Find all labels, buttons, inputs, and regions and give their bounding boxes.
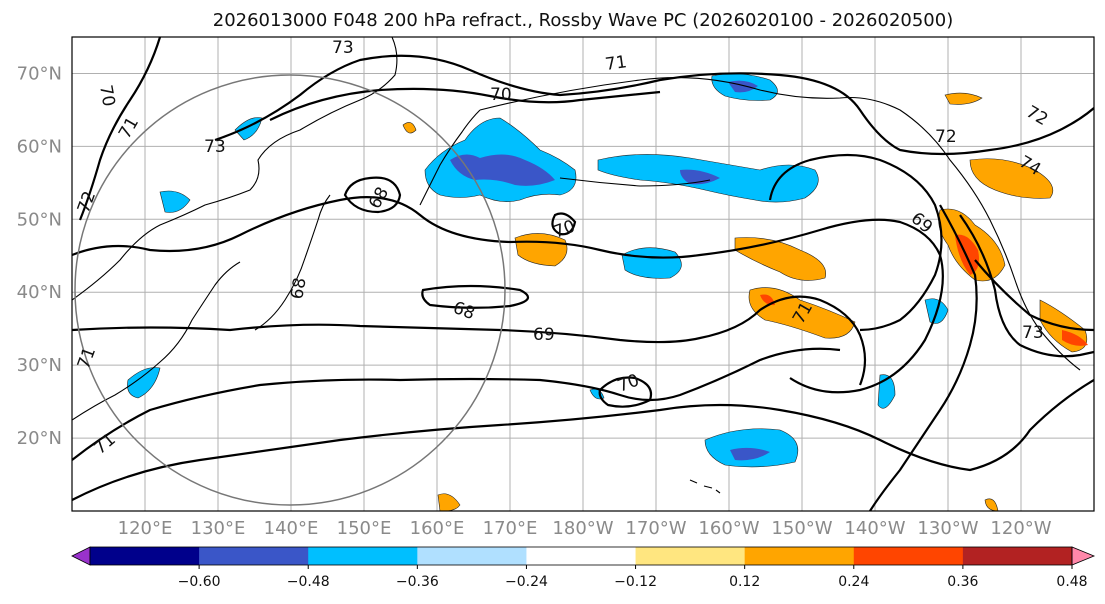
contour-line: [869, 204, 978, 511]
colorbar-extend-max: [1071, 546, 1096, 566]
contour-label: 70: [95, 83, 118, 108]
colorbar-tick-label: −0.12: [614, 574, 657, 590]
colorbar-segment: [744, 547, 855, 565]
contour-line: [214, 54, 1094, 156]
positive-anomaly: [437, 493, 461, 511]
latitude-label: 30°N: [17, 355, 62, 376]
coastline-kamchatka: [419, 109, 481, 206]
colorbar-segment: [90, 547, 200, 565]
latitude-labels: 70°N 60°N 50°N 40°N 30°N 20°N: [17, 63, 62, 449]
longitude-label: 150°E: [337, 518, 392, 539]
negative-anomaly: [127, 367, 161, 399]
colorbar-segment: [635, 547, 746, 565]
negative-anomaly-strong: [730, 447, 770, 461]
contour-line: [974, 259, 1094, 332]
colorbar-tick-label: −0.60: [178, 574, 221, 590]
longitude-label: 140°E: [264, 518, 319, 539]
contour-label: 73: [204, 137, 226, 157]
colorbar-tick-label: −0.36: [396, 574, 439, 590]
contour-line: [72, 347, 841, 461]
coastline-japan: [254, 194, 331, 331]
longitude-labels: 120°E 130°E 140°E 150°E 160°E 170°E 180°W 170°W…: [118, 518, 1052, 539]
latitude-label: 70°N: [17, 63, 62, 84]
latitude-label: 20°N: [17, 428, 62, 449]
negative-anomaly-strong: [450, 154, 555, 186]
colorbar-outline: [89, 546, 1073, 566]
colorbar-tick-label: 0.12: [729, 574, 760, 590]
contour-label: 73: [1022, 323, 1044, 343]
contour-label: 73: [332, 38, 354, 58]
longitude-label: 120°W: [990, 518, 1051, 539]
colorbar-segment: [853, 547, 964, 565]
contour-line: [598, 376, 653, 408]
longitude-label: 150°W: [771, 518, 832, 539]
positive-anomaly: [944, 92, 983, 105]
coastline-hawaii: [689, 479, 721, 494]
positive-anomaly: [402, 122, 417, 134]
map-frame: [71, 36, 1095, 512]
coastline-korea-china: [72, 261, 241, 421]
colorbar-segment: [526, 547, 637, 565]
contour-line: [269, 87, 661, 121]
colorbar-segment: [199, 547, 309, 565]
colorbar-tick-label: −0.48: [287, 574, 330, 590]
colorbar-segment: [962, 547, 1073, 565]
longitude-label: 170°W: [625, 518, 686, 539]
colorbar-segment: [308, 547, 418, 565]
figure-title: 2026013000 F048 200 hPa refract., Rossby…: [213, 10, 954, 31]
contour-line: [768, 153, 943, 332]
contour-line: [72, 196, 944, 394]
colorbar-tick-label: 0.48: [1056, 574, 1087, 590]
contour-label: 72: [935, 127, 957, 147]
colorbar: −0.60 −0.48 −0.36 −0.24 −0.12 0.12 0.24 0.36 0.4…: [71, 546, 1096, 590]
colorbar-extend-min: [71, 546, 91, 566]
negative-anomaly: [877, 374, 896, 409]
positive-anomaly-strong: [1062, 330, 1088, 346]
contour-line: [78, 37, 162, 221]
negative-anomaly-strong: [680, 169, 720, 185]
colorbar-tick-label: −0.24: [505, 574, 548, 590]
colorbar-tick-label: 0.36: [947, 574, 978, 590]
contour-line: [72, 295, 867, 386]
coastline-aleutians: [559, 177, 711, 187]
longitude-label: 170°E: [483, 518, 538, 539]
positive-anomaly: [969, 158, 1054, 199]
colorbar-segment: [417, 547, 527, 565]
longitude-label: 130°E: [191, 518, 246, 539]
colorbar-tick-label: 0.24: [838, 574, 869, 590]
coastline-alaska: [479, 77, 1081, 371]
latitude-label: 60°N: [17, 136, 62, 157]
negative-anomaly: [159, 190, 191, 213]
longitude-label: 160°E: [410, 518, 465, 539]
map-content: 73 71 70 71 73 72 68 70 68 68 69 70 71 7…: [72, 37, 1094, 511]
contour-line: [72, 379, 1094, 501]
latitude-label: 50°N: [17, 209, 62, 230]
contour-line: [421, 284, 530, 309]
longitude-label: 120°E: [118, 518, 173, 539]
contour-label: 70: [490, 85, 512, 105]
negative-anomaly: [704, 428, 799, 468]
longitude-label: 160°W: [698, 518, 759, 539]
wave-packet-circle: [74, 74, 506, 506]
contour-label: 68: [287, 276, 310, 301]
longitude-label: 140°W: [844, 518, 905, 539]
contour-line: [959, 214, 1094, 358]
longitude-label: 180°W: [552, 518, 613, 539]
longitude-label: 130°W: [917, 518, 978, 539]
contours: [72, 37, 1094, 511]
contour-line: [551, 212, 577, 236]
contour-line: [343, 176, 402, 214]
contour-label: 71: [604, 52, 628, 75]
latitude-label: 40°N: [17, 282, 62, 303]
contour-label: 69: [533, 325, 555, 345]
positive-anomaly: [984, 498, 999, 511]
